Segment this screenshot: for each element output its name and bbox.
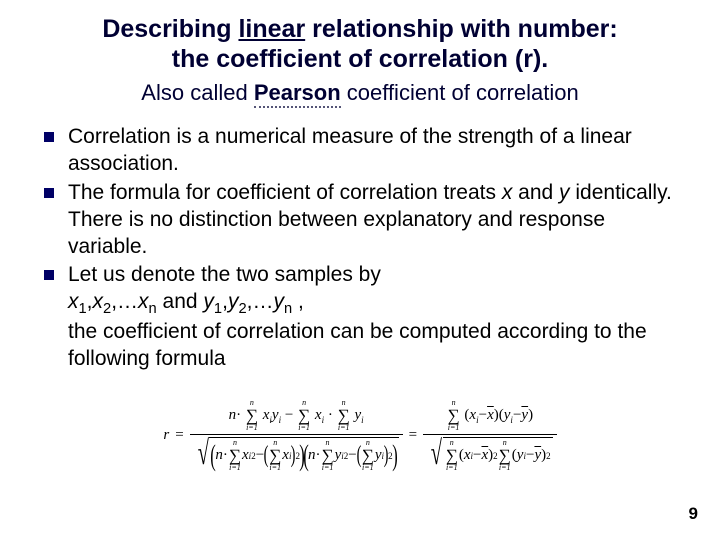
title-underline: linear bbox=[238, 15, 305, 43]
bullet-text: The formula for coefficient of correlati… bbox=[68, 180, 690, 261]
correlation-formula: r = n· n∑i=1 xiyi − n∑i=1 xi · n∑i=1 yi bbox=[163, 399, 556, 472]
bullet-text: Let us denote the two samples by x1,x2,…… bbox=[68, 262, 690, 373]
bullet-item: Let us denote the two samples by x1,x2,…… bbox=[44, 262, 690, 373]
bullet-marker-icon bbox=[44, 188, 54, 198]
title-line2: the coefficient of correlation (r). bbox=[172, 45, 548, 73]
slide-title: Describing linear relationship with numb… bbox=[30, 14, 690, 74]
bullet-marker-icon bbox=[44, 132, 54, 142]
subtitle-pearson: Pearson bbox=[254, 80, 341, 106]
subtitle-post: coefficient of correlation bbox=[341, 80, 579, 105]
bullet-list: Correlation is a numerical measure of th… bbox=[30, 124, 690, 373]
title-text-pre: Describing bbox=[102, 15, 238, 43]
slide: Describing linear relationship with numb… bbox=[0, 0, 720, 540]
bullet-text: Correlation is a numerical measure of th… bbox=[68, 124, 690, 178]
subtitle-pre: Also called bbox=[141, 80, 254, 105]
title-text-post: relationship with number: bbox=[305, 15, 618, 43]
formula-region: r = n· n∑i=1 xiyi − n∑i=1 xi · n∑i=1 yi bbox=[0, 399, 720, 472]
page-number: 9 bbox=[689, 504, 698, 524]
bullet-item: The formula for coefficient of correlati… bbox=[44, 180, 690, 261]
bullet-marker-icon bbox=[44, 270, 54, 280]
slide-subtitle: Also called Pearson coefficient of corre… bbox=[30, 80, 690, 106]
bullet-item: Correlation is a numerical measure of th… bbox=[44, 124, 690, 178]
